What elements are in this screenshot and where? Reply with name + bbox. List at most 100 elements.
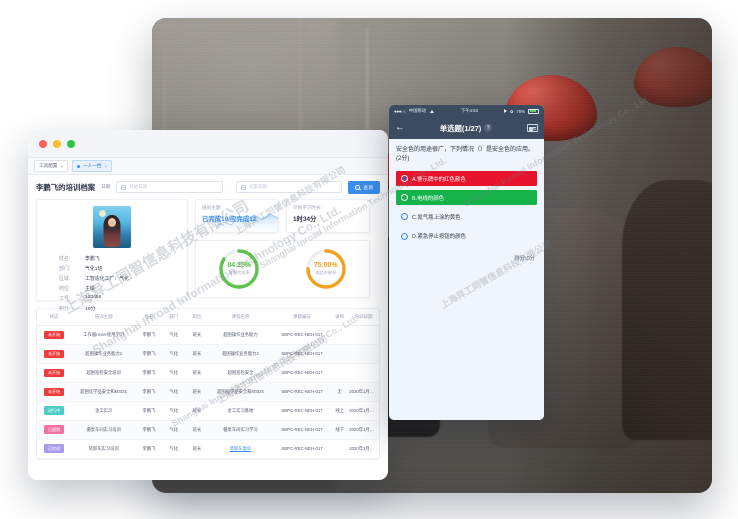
close-icon[interactable]: × [60, 163, 64, 169]
donut-value: 84.25% [227, 262, 252, 269]
table-row[interactable]: 已完成 装卸车实习培训 李鹏飞 气化 班长 装卸车复训 SBPC-REC-NEH-017 20… [37, 439, 379, 459]
status-badge: 已超期 [43, 425, 65, 435]
quiz-option-d[interactable]: D.紧急停止按钮的颜色 [396, 229, 537, 244]
profile-field-value: 主操 [85, 286, 95, 292]
post-cell: 班长 [185, 420, 208, 440]
planned-study-time-label: 计划学习时长: [293, 205, 322, 210]
table-row[interactable]: 未开始 超困化学品安全和MSDS 李鹏飞 气化 班长 超困化学品安全和MSDS SBPC-R… [37, 382, 379, 402]
tab-label: 工具配置 [39, 163, 58, 168]
avatar-face [108, 217, 116, 227]
signal-strength-icon: ●●●○○ [394, 108, 406, 114]
desktop-browser-window: 工具配置 × 一人一档 × 李鹏飞的培训档案 日期 开始日期 - 结束日期 [28, 130, 388, 480]
table-column-header[interactable]: 讲师 [331, 309, 349, 326]
maximize-window-button[interactable] [67, 139, 75, 148]
table-column-header[interactable]: 岗位 [185, 309, 208, 326]
table-row[interactable]: 未开始 超困巡检安全培训 李鹏飞 气化 班长 超困巡检安全 SBPC-REC-NEH-017 [37, 363, 379, 383]
profile-field-value: 10分 [85, 306, 96, 312]
table-row[interactable]: 未开始 超困操作业务能力2 李鹏飞 气化 班长 超困操作业务能力2 SBPC-REC-NEH… [37, 344, 379, 364]
quiz-option-b[interactable]: B.电线的颜色 [396, 190, 537, 206]
search-icon [355, 184, 361, 190]
start-date-placeholder: 开始日期 [129, 184, 147, 189]
bluetooth-icon: ✿ [509, 108, 514, 114]
employee-profile-panel: 姓名: 李鹏飞 部门: 气化1班 区域: 工智造化工厂：气化 岗位: 主操 工号: 123456 积… [36, 199, 188, 312]
status-badge: 已完成 [43, 444, 65, 454]
teacher-cell [331, 439, 349, 459]
quiz-option-c[interactable]: C.氮气瓶上涂的黄色 [396, 209, 537, 224]
dashboard-content: 姓名: 李鹏飞 部门: 气化1班 区域: 工智造化工厂：气化 岗位: 主操 工号: 123456 积… [28, 199, 388, 312]
radio-button-icon[interactable] [401, 232, 408, 240]
table-column-header[interactable]: 课题编号 [272, 309, 332, 326]
status-cell: 未开始 [37, 382, 72, 402]
status-badge: 未开始 [43, 330, 65, 340]
quiz-option-a[interactable]: A.警示牌中的红色颜色 [396, 171, 537, 187]
table-column-header[interactable]: 姓名 [136, 309, 162, 326]
donut-gauge: 75.00% 测验合格率 [304, 247, 348, 291]
status-badge: 未开始 [43, 349, 65, 359]
profile-field-list: 姓名: 李鹏飞 部门: 气化1班 区域: 工智造化工厂：气化 岗位: 主操 工号: 123456 积… [37, 253, 187, 313]
teacher-cell: 无 [331, 382, 349, 402]
status-badge: 未开始 [43, 387, 65, 397]
dept-cell: 气化 [161, 344, 186, 364]
table-row[interactable]: 进行中 金工实习 李鹏飞 气化 班长 金工实习基地 SBPC-REC-NEH-017 线上 20… [37, 401, 379, 421]
avatar [93, 206, 131, 248]
search-button-label: 查询 [363, 185, 373, 191]
table-body: 未开始 工作服never使用学习 李鹏飞 气化 班长 超困操作业务能力 SBPC-REC-N… [37, 325, 379, 459]
battery-icon [528, 108, 539, 114]
minimize-window-button[interactable] [53, 139, 61, 148]
wifi-icon [430, 109, 435, 113]
profile-field-row: 区域: 工智造化工厂：气化 [37, 273, 187, 283]
phone-nav-bar: ← 单选题(1/27) ? [389, 117, 544, 139]
table-row[interactable]: 已超期 循泵车间实习培训 李鹏飞 气化 班长 循泵车间实习学习 SBPC-REC-NEH-0… [37, 420, 379, 440]
profile-field-value: 工智造化工厂：气化 [85, 276, 130, 282]
teacher-cell: 线上 [331, 401, 349, 421]
clock-label: 下午4:53 [460, 108, 478, 113]
radio-button-icon[interactable] [401, 213, 408, 221]
profile-field-row: 部门: 气化1班 [37, 263, 187, 273]
dept-cell: 气化 [161, 420, 186, 440]
donut-caption: 课题完成率 [228, 270, 250, 275]
dept-cell: 气化 [161, 401, 186, 421]
avatar-highlight [99, 210, 106, 217]
post-cell: 班长 [185, 344, 208, 364]
course-cell: 超困操作业务能力2 [207, 344, 273, 364]
course-cell[interactable]: 装卸车复训 [207, 439, 273, 459]
end-date-input[interactable]: 结束日期 [236, 181, 343, 193]
profile-field-key: 姓名: [59, 256, 71, 262]
tab-status-dot-icon [77, 164, 81, 168]
table-column-header[interactable]: 状态 [37, 309, 72, 326]
radio-button-icon[interactable] [401, 175, 408, 183]
quiz-option-label: B.电线的颜色 [412, 195, 445, 202]
tab-tool-config[interactable]: 工具配置 × [34, 160, 69, 172]
topic-cell: 超困操作业务能力2 [71, 344, 137, 364]
radio-button-icon[interactable] [401, 194, 408, 202]
date-cell [348, 325, 379, 345]
tab-one-person-one-file[interactable]: 一人一档 × [72, 160, 113, 172]
help-icon[interactable]: ? [484, 124, 493, 132]
course-link[interactable]: 装卸车复训 [229, 445, 252, 451]
table-row[interactable]: 未开始 工作服never使用学习 李鹏飞 气化 班长 超困操作业务能力 SBPC-REC-N… [37, 325, 379, 345]
table-column-header[interactable]: 课程名称 [207, 309, 273, 326]
table-column-header[interactable]: 培训日期 [348, 309, 379, 326]
status-cell: 已完成 [37, 439, 72, 459]
answer-card-icon[interactable] [527, 124, 538, 132]
calendar-icon [241, 184, 247, 190]
table-column-header[interactable]: 培训主题 [71, 309, 137, 326]
profile-field-key: 区域: [59, 276, 71, 282]
post-cell: 班长 [185, 401, 208, 421]
name-cell: 李鹏飞 [136, 382, 162, 402]
name-cell: 李鹏飞 [136, 420, 162, 440]
table-column-header[interactable]: 部门 [161, 309, 186, 326]
course-cell: 超困操作业务能力 [207, 325, 273, 345]
close-icon[interactable]: × [104, 163, 108, 169]
quiz-title: 单选题(1/27) ? [405, 123, 527, 134]
date-cell [348, 344, 379, 364]
close-window-button[interactable] [39, 139, 47, 148]
start-date-input[interactable]: 开始日期 [116, 181, 223, 193]
course-cell: 超困化学品安全和MSDS [207, 382, 273, 402]
stat-card-row: 培训主题: 已完成10/应完成12 [195, 199, 370, 233]
search-button[interactable]: 查询 [348, 180, 380, 194]
carrier-label: 中国移动 [408, 108, 427, 113]
date-cell [348, 363, 379, 383]
back-arrow-icon[interactable]: ← [395, 122, 405, 133]
avatar-hair [103, 215, 121, 247]
